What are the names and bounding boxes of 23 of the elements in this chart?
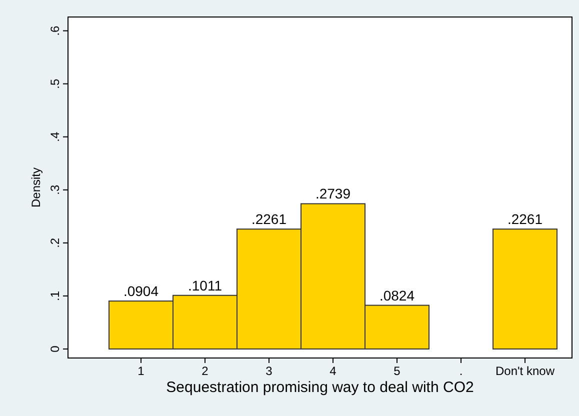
data-label: .0824 <box>379 287 415 304</box>
data-label: .0904 <box>123 283 159 300</box>
x-tick-label: 2 <box>202 364 209 378</box>
y-tick-label: .1 <box>48 290 62 301</box>
y-axis-title: Density <box>29 167 43 208</box>
x-tick-label: Don't know <box>496 364 555 378</box>
data-label: .2261 <box>251 211 287 228</box>
y-tick-label: .2 <box>48 238 62 248</box>
x-tick-label: . <box>459 364 463 378</box>
y-tick-label: .3 <box>48 184 62 195</box>
data-label: .2739 <box>315 186 351 202</box>
y-tick-label: .6 <box>48 25 62 36</box>
y-tick-label: 0 <box>48 345 62 352</box>
x-axis-title: Sequestration promising way to deal with CO2 <box>166 379 474 396</box>
data-label: .1011 <box>188 277 222 294</box>
x-tick-label: 4 <box>330 364 337 378</box>
bar <box>492 228 558 350</box>
data-label: .2261 <box>507 211 543 228</box>
y-tick-label: .4 <box>48 132 62 142</box>
x-tick-label: 3 <box>266 364 273 378</box>
y-tick-label: .5 <box>48 78 62 89</box>
x-tick-label: 5 <box>394 364 401 378</box>
x-tick-label: 1 <box>138 364 145 378</box>
